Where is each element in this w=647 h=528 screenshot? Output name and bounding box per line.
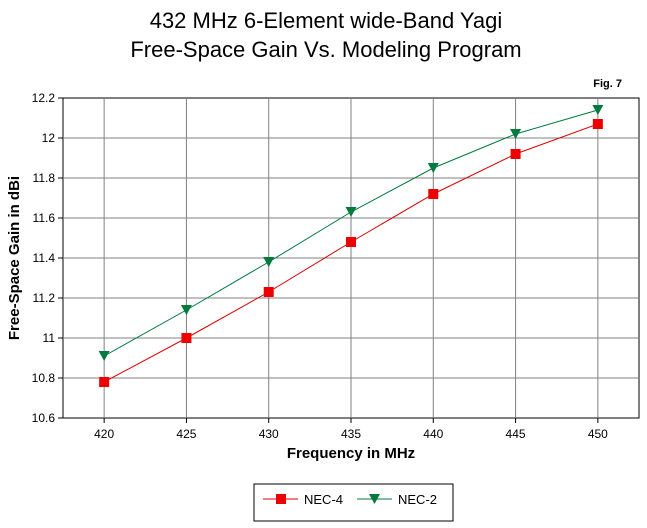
x-tick-labels: 420 425 430 435 440 445 450 xyxy=(94,427,608,441)
data-point-nec2 xyxy=(180,305,192,315)
data-point-nec2 xyxy=(510,129,522,139)
figure-label: Fig. 7 xyxy=(593,78,622,90)
chart-title-line1: 432 MHz 6-Element wide-Band Yagi xyxy=(150,8,503,33)
legend: NEC-4 NEC-2 xyxy=(253,483,454,522)
data-point-nec4 xyxy=(263,287,274,297)
y-tick-label: 10.8 xyxy=(32,371,56,385)
y-tick-label: 12 xyxy=(42,131,56,145)
y-tick-label: 11.6 xyxy=(33,211,56,225)
y-tick-label: 11 xyxy=(43,331,56,345)
legend-marker-nec4 xyxy=(276,494,286,504)
data-point-nec2 xyxy=(98,351,110,361)
legend-label-nec4: NEC-4 xyxy=(304,492,343,507)
data-point-nec4 xyxy=(510,149,521,159)
y-tick-label: 12.2 xyxy=(32,91,56,105)
data-point-nec4 xyxy=(99,377,110,387)
x-tick-label: 445 xyxy=(506,427,526,441)
chart-title-line2: Free-Space Gain Vs. Modeling Program xyxy=(130,37,521,62)
y-tick-labels: 10.6 10.8 11 11.2 11.4 11.6 11.8 12 12.2 xyxy=(32,91,56,425)
data-point-nec2 xyxy=(263,257,275,267)
legend-marker-nec2 xyxy=(369,494,380,504)
x-tick-label: 440 xyxy=(423,427,443,441)
x-axis-label: Frequency in MHz xyxy=(287,445,415,462)
x-tick-label: 435 xyxy=(341,427,361,441)
data-point-nec2 xyxy=(592,105,604,115)
y-tick-label: 11.4 xyxy=(33,251,56,265)
x-tick-label: 420 xyxy=(94,427,114,441)
y-tick-label: 10.6 xyxy=(32,411,56,425)
data-point-nec4 xyxy=(346,237,356,247)
data-point-nec4 xyxy=(592,119,603,129)
y-axis-label: Free-Space Gain in dBi xyxy=(6,176,23,340)
x-tick-label: 430 xyxy=(259,427,279,441)
legend-box xyxy=(253,483,454,522)
x-tick-label: 425 xyxy=(176,427,196,441)
legend-label-nec2: NEC-2 xyxy=(398,492,437,507)
data-point-nec4 xyxy=(428,189,439,199)
y-tick-label: 11.2 xyxy=(33,291,56,305)
y-tick-label: 11.8 xyxy=(33,171,56,185)
data-point-nec2 xyxy=(427,163,439,173)
data-point-nec2 xyxy=(345,207,357,217)
series-layer xyxy=(98,105,604,387)
data-point-nec4 xyxy=(181,333,192,343)
x-tick-label: 450 xyxy=(588,427,608,441)
